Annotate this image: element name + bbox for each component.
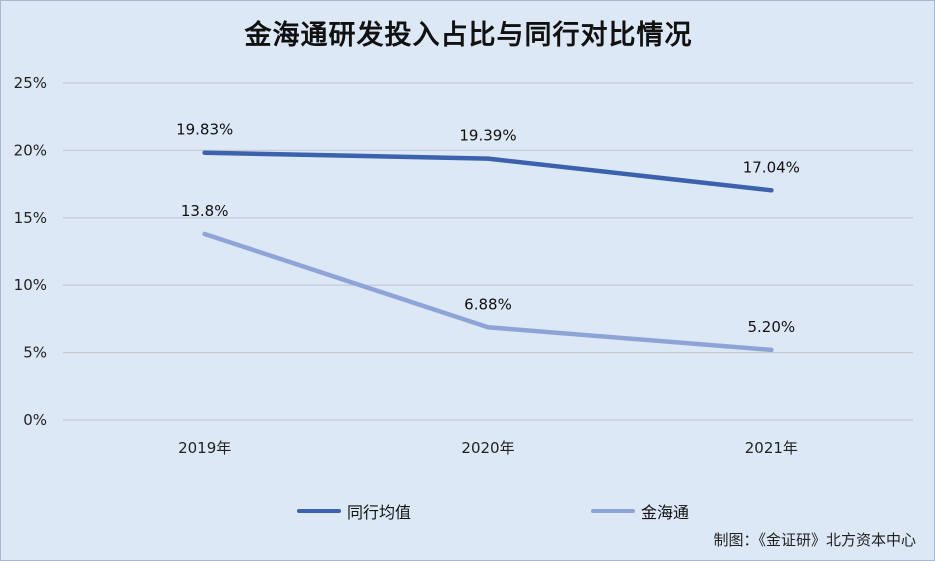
data-point [769,188,774,193]
series-line-1 [202,231,774,353]
y-tick-label: 25% [14,74,47,92]
y-tick-label: 0% [23,411,47,429]
source-credit: 制图：《金证研》北方资本中心 [713,531,916,549]
data-label: 19.83% [176,121,233,139]
legend-item-jinhaitong: 金海通 [591,499,689,523]
data-label: 17.04% [743,158,800,176]
legend: 同行均值 金海通 [1,499,935,523]
y-tick-label: 15% [14,209,47,227]
legend-swatch-peer-average [297,509,341,513]
legend-label-peer-average: 同行均值 [347,503,412,522]
data-point [485,325,491,330]
data-point [769,347,774,353]
x-tick-label: 2021年 [745,439,798,457]
y-tick-label: 20% [14,141,47,159]
x-tick-label: 2019年 [178,439,231,457]
data-label: 13.8% [181,202,229,220]
data-label: 19.39% [459,127,516,145]
legend-label-jinhaitong: 金海通 [641,503,690,522]
y-tick-label: 10% [14,276,47,294]
data-label: 5.20% [748,318,796,336]
legend-swatch-jinhaitong [591,509,635,513]
data-point [202,150,207,155]
x-tick-label: 2020年 [461,439,514,457]
data-label: 6.88% [464,295,512,313]
data-point [202,231,207,237]
y-tick-label: 5% [23,344,47,362]
chart-title: 金海通研发投入占比与同行对比情况 [244,20,693,51]
legend-item-peer-average: 同行均值 [297,499,411,523]
data-point [485,156,491,161]
